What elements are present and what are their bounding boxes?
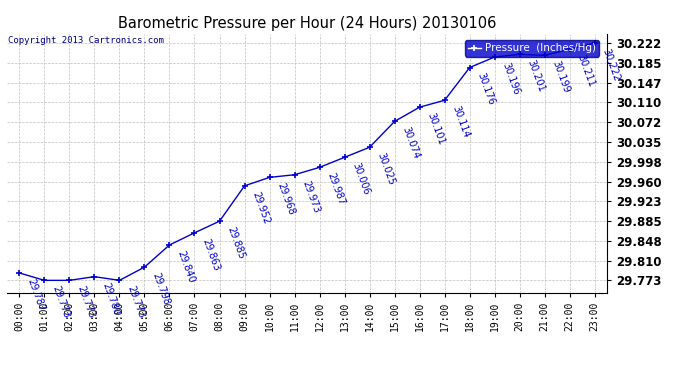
Pressure  (Inches/Hg) — [315, 165, 324, 170]
Pressure  (Inches/Hg) — [266, 175, 274, 180]
Text: 30.006: 30.006 — [350, 162, 371, 196]
Pressure  (Inches/Hg) — [15, 271, 23, 275]
Pressure  (Inches/Hg) — [215, 219, 224, 224]
Text: 29.952: 29.952 — [250, 190, 271, 225]
Line: Pressure  (Inches/Hg): Pressure (Inches/Hg) — [16, 40, 598, 284]
Pressure  (Inches/Hg) — [515, 52, 524, 57]
Pressure  (Inches/Hg) — [66, 278, 74, 283]
Text: 30.201: 30.201 — [525, 58, 546, 94]
Pressure  (Inches/Hg) — [40, 278, 48, 283]
Pressure  (Inches/Hg) — [240, 184, 248, 188]
Text: 30.025: 30.025 — [375, 152, 396, 187]
Text: 29.773: 29.773 — [125, 285, 146, 320]
Pressure  (Inches/Hg) — [466, 65, 474, 70]
Pressure  (Inches/Hg) — [290, 172, 299, 177]
Text: 30.176: 30.176 — [475, 72, 496, 107]
Pressure  (Inches/Hg) — [115, 278, 124, 283]
Pressure  (Inches/Hg) — [440, 98, 449, 102]
Pressure  (Inches/Hg) — [340, 155, 348, 160]
Text: 29.773: 29.773 — [75, 285, 96, 320]
Text: 29.987: 29.987 — [325, 171, 346, 207]
Text: 29.968: 29.968 — [275, 182, 296, 217]
Text: 29.780: 29.780 — [100, 281, 121, 316]
Text: 29.840: 29.840 — [175, 249, 196, 284]
Text: 29.863: 29.863 — [200, 237, 221, 272]
Pressure  (Inches/Hg) — [415, 105, 424, 110]
Pressure  (Inches/Hg) — [366, 145, 374, 150]
Pressure  (Inches/Hg) — [391, 119, 399, 124]
Text: 30.222: 30.222 — [600, 47, 621, 83]
Pressure  (Inches/Hg) — [90, 274, 99, 279]
Text: 29.885: 29.885 — [225, 225, 246, 261]
Pressure  (Inches/Hg) — [166, 243, 174, 247]
Pressure  (Inches/Hg) — [491, 55, 499, 59]
Text: 30.101: 30.101 — [425, 111, 446, 146]
Text: 29.798: 29.798 — [150, 272, 171, 307]
Legend: Pressure  (Inches/Hg): Pressure (Inches/Hg) — [465, 40, 599, 57]
Text: 29.787: 29.787 — [25, 277, 46, 312]
Text: 30.114: 30.114 — [450, 105, 471, 140]
Title: Barometric Pressure per Hour (24 Hours) 20130106: Barometric Pressure per Hour (24 Hours) … — [118, 16, 496, 31]
Text: 30.211: 30.211 — [575, 53, 596, 88]
Pressure  (Inches/Hg) — [140, 265, 148, 269]
Text: 30.199: 30.199 — [550, 60, 571, 94]
Text: Copyright 2013 Cartronics.com: Copyright 2013 Cartronics.com — [8, 36, 164, 45]
Text: 30.196: 30.196 — [500, 61, 521, 96]
Pressure  (Inches/Hg) — [591, 41, 599, 45]
Pressure  (Inches/Hg) — [566, 47, 574, 51]
Text: 29.973: 29.973 — [300, 179, 321, 214]
Pressure  (Inches/Hg) — [540, 53, 549, 58]
Pressure  (Inches/Hg) — [190, 231, 199, 235]
Text: 30.074: 30.074 — [400, 126, 421, 161]
Text: 29.773: 29.773 — [50, 285, 71, 320]
